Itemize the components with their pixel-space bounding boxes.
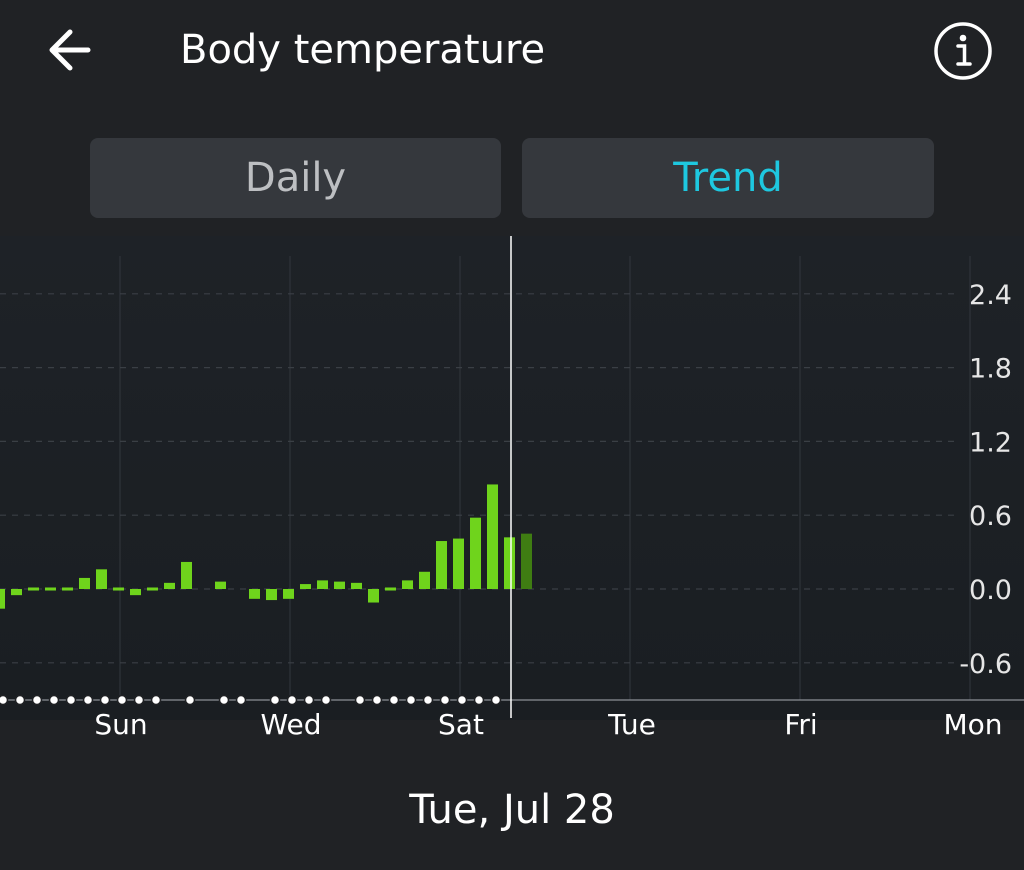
data-dot — [48, 694, 60, 706]
data-dot — [99, 694, 111, 706]
y-tick-label: -0.6 — [959, 649, 1012, 680]
x-tick-label: Mon — [943, 708, 1002, 741]
chart-bar — [11, 589, 22, 596]
tab-trend[interactable]: Trend — [522, 138, 934, 218]
data-dot — [0, 694, 9, 706]
data-dot — [184, 694, 196, 706]
chart-bar — [419, 571, 430, 589]
chart-bar — [266, 589, 277, 601]
data-dot — [439, 694, 451, 706]
data-dot — [490, 694, 502, 706]
chart-bar — [487, 484, 498, 589]
chart-bar — [0, 589, 5, 609]
y-tick-label: 1.2 — [969, 427, 1012, 458]
chart-bar — [79, 577, 90, 589]
x-tick-label: Wed — [260, 708, 321, 741]
x-tick-label: Tue — [607, 708, 656, 741]
trend-chart-svg: 2.4 1.8 1.2 0.6 0.0 -0.6 Sun Wed Sat Tue Fri Mon — [0, 236, 1024, 741]
chart-bar — [504, 537, 515, 589]
header: Body temperature — [0, 0, 1024, 110]
chart-bar — [45, 587, 56, 591]
data-dot — [65, 694, 77, 706]
chart-bar — [147, 587, 158, 591]
data-dot — [150, 694, 162, 706]
chart-bar — [470, 517, 481, 589]
chart-bar-selected — [521, 533, 532, 589]
chart-bar — [249, 589, 260, 599]
data-dot — [235, 694, 247, 706]
chart-bar — [130, 589, 141, 596]
chart-bar — [62, 587, 73, 591]
selected-date-label: Tue, Jul 28 — [409, 787, 615, 833]
info-circle-icon — [934, 22, 992, 80]
view-tabs: Daily Trend — [0, 138, 1024, 218]
chart-bar — [96, 569, 107, 589]
trend-chart[interactable]: 2.4 1.8 1.2 0.6 0.0 -0.6 Sun Wed Sat Tue Fri Mon — [0, 236, 1024, 741]
chart-bar — [283, 589, 294, 599]
x-tick-label: Sat — [438, 708, 484, 741]
data-dot — [473, 694, 485, 706]
chart-bar — [28, 587, 39, 591]
chart-bar — [368, 589, 379, 603]
chart-bar — [164, 582, 175, 589]
x-tick-label: Sun — [94, 708, 147, 741]
data-dot — [388, 694, 400, 706]
x-tick-label: Fri — [784, 708, 817, 741]
data-dot — [371, 694, 383, 706]
chart-bar — [351, 582, 362, 589]
y-tick-label: 0.6 — [969, 501, 1012, 532]
data-dot — [269, 694, 281, 706]
y-tick-label: 1.8 — [969, 354, 1012, 385]
data-dot — [31, 694, 43, 706]
data-dot — [218, 694, 230, 706]
chart-bar — [181, 561, 192, 589]
data-dot — [456, 694, 468, 706]
chart-bar — [334, 581, 345, 589]
data-dot — [354, 694, 366, 706]
chart-bar — [453, 538, 464, 589]
chart-bar — [113, 587, 124, 591]
data-dot — [82, 694, 94, 706]
chart-bar — [300, 584, 311, 589]
data-dot — [14, 694, 26, 706]
page-title: Body temperature — [180, 27, 546, 73]
info-button[interactable] — [933, 21, 993, 81]
y-tick-label: 2.4 — [969, 280, 1012, 311]
data-dot — [405, 694, 417, 706]
data-dot — [133, 694, 145, 706]
chart-bar — [215, 581, 226, 589]
arrow-left-icon — [49, 29, 91, 71]
data-dot — [422, 694, 434, 706]
data-dot — [303, 694, 315, 706]
chart-bar — [402, 580, 413, 589]
chart-bar — [385, 587, 396, 591]
back-button[interactable] — [44, 22, 100, 78]
data-dot — [286, 694, 298, 706]
data-dot — [320, 694, 332, 706]
y-tick-label: 0.0 — [969, 575, 1012, 606]
chart-bar — [436, 541, 447, 589]
tab-daily[interactable]: Daily — [90, 138, 501, 218]
data-dot — [116, 694, 128, 706]
chart-bar — [317, 580, 328, 589]
